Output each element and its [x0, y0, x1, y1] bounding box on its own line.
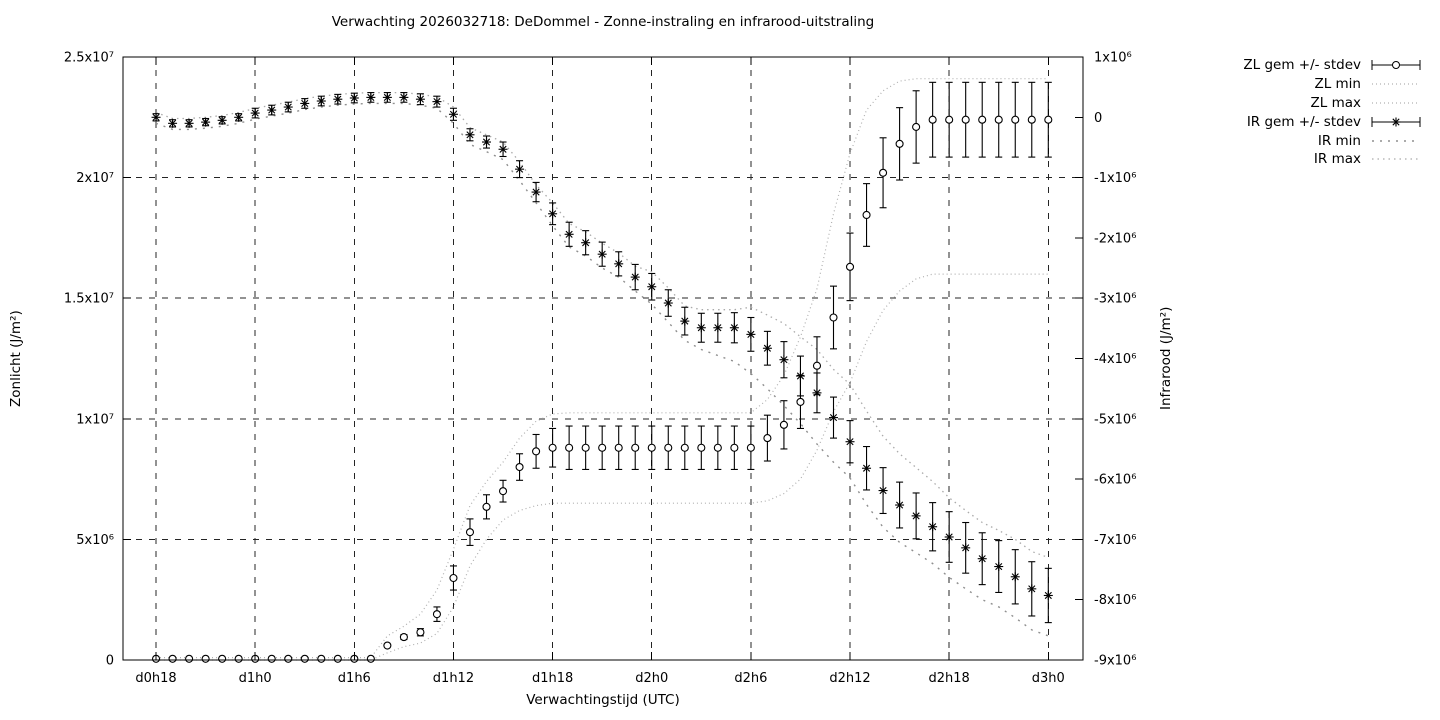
series-zl_max — [156, 78, 1049, 659]
grid — [123, 57, 1083, 660]
legend-row-zl-max: ZL max — [1243, 94, 1422, 113]
right-tick-label: 0 — [1094, 111, 1102, 126]
left-tick-labels: 0 5x10⁶ 1x10⁷ 1.5x10⁷ 2x10⁷ 2.5x10⁷ — [64, 51, 114, 669]
series-zl_mean — [151, 81, 1053, 663]
right-axis-label: Infrarood (J/m²) — [1158, 306, 1174, 411]
legend-label-ir-mean: IR gem +/- stdev — [1246, 113, 1361, 130]
right-tick-label: -2x10⁶ — [1094, 231, 1136, 246]
right-tick-label: 1x10⁶ — [1094, 51, 1132, 66]
x-tick-label: d0h18 — [135, 671, 176, 686]
x-tick-label: d1h18 — [532, 671, 573, 686]
x-tick-labels: d0h18 d1h0 d1h6 d1h12 d1h18 d2h0 d2h6 d2h12 d2h1… — [135, 671, 1064, 686]
legend-row-ir-max: IR max — [1243, 150, 1422, 169]
right-tick-label: -5x10⁶ — [1094, 412, 1136, 427]
series-ir_max — [155, 91, 1049, 559]
x-axis-label: Verwachtingstijd (UTC) — [526, 692, 680, 708]
left-tick-label: 1.5x10⁷ — [64, 292, 114, 307]
legend-row-zl-mean: ZL gem +/- stdev — [1243, 56, 1422, 75]
right-tick-label: -8x10⁶ — [1094, 593, 1136, 608]
right-tick-label: -4x10⁶ — [1094, 352, 1136, 367]
legend-row-zl-min: ZL min — [1243, 75, 1422, 94]
x-tick-label: d3h0 — [1032, 671, 1065, 686]
right-tick-label: -9x10⁶ — [1094, 654, 1136, 669]
x-tick-label: d2h6 — [734, 671, 767, 686]
series-ir_mean — [151, 92, 1053, 624]
x-tick-label: d2h18 — [929, 671, 970, 686]
right-tick-label: -3x10⁶ — [1094, 292, 1136, 307]
legend-label-ir-min: IR min — [1317, 132, 1361, 149]
left-tick-label: 2.5x10⁷ — [64, 51, 114, 66]
x-tick-label: d1h12 — [433, 671, 474, 686]
x-tick-label: d2h0 — [635, 671, 668, 686]
right-tick-labels: 1x10⁶ 0 -1x10⁶ -2x10⁶ -3x10⁶ -4x10⁶ -5x10⁶ -6x1… — [1094, 51, 1136, 669]
left-tick-label: 2x10⁷ — [76, 171, 114, 186]
legend-sample-errorbar-circle-icon — [1371, 60, 1421, 71]
left-tick-label: 5x10⁶ — [76, 533, 114, 548]
chart-title: Verwachting 2026032718: DeDommel - Zonne… — [331, 14, 875, 30]
series-ir_min — [155, 102, 1049, 637]
right-tick-label: -7x10⁶ — [1094, 533, 1136, 548]
legend-sample-dotted-med-icon — [1372, 158, 1420, 161]
left-tick-label: 0 — [106, 654, 114, 669]
plot-border — [122, 56, 1084, 661]
x-tick-label: d1h0 — [239, 671, 272, 686]
legend-label-ir-max: IR max — [1313, 151, 1361, 168]
legend-sample-dotted-sparse-icon — [1372, 139, 1420, 142]
legend-label-zl-min: ZL min — [1314, 76, 1361, 93]
legend-sample-dotted-icon — [1372, 102, 1420, 104]
right-tick-label: -1x10⁶ — [1094, 171, 1136, 186]
legend-row-ir-mean: IR gem +/- stdev — [1243, 112, 1422, 131]
legend-label-zl-max: ZL max — [1310, 94, 1361, 111]
legend-label-zl-mean: ZL gem +/- stdev — [1243, 57, 1361, 74]
legend-sample-dotted-icon — [1372, 83, 1420, 85]
right-tick-label: -6x10⁶ — [1094, 473, 1136, 488]
x-tick-label: d1h6 — [338, 671, 371, 686]
left-tick-label: 1x10⁷ — [76, 412, 114, 427]
legend: ZL gem +/- stdev ZL min ZL max IR gem +/… — [1243, 56, 1422, 169]
legend-sample-errorbar-asterisk-icon — [1371, 116, 1421, 127]
legend-row-ir-min: IR min — [1243, 131, 1422, 150]
x-tick-label: d2h12 — [829, 671, 870, 686]
left-axis-label: Zonlicht (J/m²) — [8, 310, 24, 407]
